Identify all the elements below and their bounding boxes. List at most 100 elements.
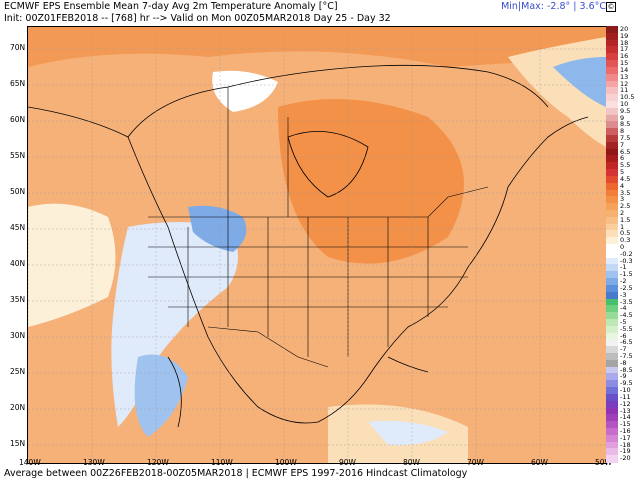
scale-swatch <box>606 26 618 34</box>
scale-label: 13 <box>620 72 629 81</box>
pacific-neutral-zone <box>28 203 116 327</box>
latitude-label: 15N <box>10 439 26 448</box>
state-lines-ew <box>148 246 468 308</box>
hudson-bay <box>287 131 369 198</box>
scale-swatch <box>606 73 618 81</box>
scale-label: -3.5 <box>620 297 633 306</box>
scale-swatch <box>606 223 618 231</box>
scale-swatch <box>606 189 618 197</box>
longitude-label: 120W <box>147 458 169 467</box>
longitude-label: 110W <box>211 458 233 467</box>
scale-swatch <box>606 291 618 299</box>
scale-label: -15 <box>620 420 631 429</box>
longitude-label: 140W <box>19 458 41 467</box>
scale-label: 0.3 <box>620 236 631 245</box>
scale-swatch <box>606 216 618 225</box>
scale-swatch <box>606 230 618 238</box>
scale-label: -20 <box>620 454 631 463</box>
scale-label: 19 <box>620 31 629 40</box>
central-warm-core <box>278 99 464 264</box>
scale-label: -0.2 <box>620 249 633 258</box>
longitude-label: 90W <box>339 458 356 467</box>
latitude-label: 55N <box>10 151 26 160</box>
scale-swatch <box>606 53 618 61</box>
scale-swatch <box>606 155 618 163</box>
scale-swatch <box>606 94 618 102</box>
longitude-label: 100W <box>275 458 297 467</box>
scale-label: -13 <box>620 406 631 415</box>
scale-swatch <box>606 346 618 354</box>
latitude-label: 45N <box>10 223 26 232</box>
scale-label: 16 <box>620 52 629 61</box>
latitude-label: 50N <box>10 187 26 196</box>
scale-swatch <box>606 66 618 75</box>
scale-swatch <box>606 121 618 129</box>
scale-label: 1 <box>620 222 625 231</box>
scale-label: -4.5 <box>620 311 633 320</box>
scale-swatch <box>606 278 618 286</box>
scale-label: -16 <box>620 426 631 435</box>
scale-swatch <box>606 380 618 388</box>
baja-coast <box>167 356 182 428</box>
scale-swatch <box>606 448 618 456</box>
scale-swatch <box>606 237 618 245</box>
scale-swatch <box>606 414 618 422</box>
latitude-label: 25N <box>10 367 26 376</box>
scale-label: 1.5 <box>620 215 631 224</box>
scale-label: -12 <box>620 399 631 408</box>
scale-label: -8 <box>620 358 627 367</box>
scale-swatch <box>606 182 618 190</box>
scale-label: 4 <box>620 181 625 190</box>
scale-label: -2 <box>620 277 627 286</box>
scale-label: 7 <box>620 140 625 149</box>
gulf-coast <box>387 356 429 373</box>
scale-label: 14 <box>620 65 629 74</box>
longitude-lines <box>28 27 541 463</box>
scale-swatch <box>606 100 618 109</box>
scale-label: -9.5 <box>620 379 633 388</box>
scale-label: 8.5 <box>620 120 631 129</box>
scale-swatch <box>606 264 618 272</box>
anomaly-map <box>27 26 607 464</box>
scale-label: 9.5 <box>620 106 631 115</box>
scale-label: -7.5 <box>620 352 633 360</box>
scale-label: 4.5 <box>620 174 631 183</box>
footer-caption: Average between 00Z26FEB2018-00Z05MAR201… <box>4 468 468 479</box>
scale-swatch <box>606 393 618 402</box>
longitude-label: 80W <box>403 458 420 467</box>
scale-swatch <box>606 427 618 436</box>
scale-label: -7 <box>620 345 627 354</box>
scale-swatch <box>606 128 618 136</box>
latitude-label: 30N <box>10 331 26 340</box>
min-max-readout: Min|Max: -2.8° | 3.6°C <box>501 1 606 12</box>
scale-swatch <box>606 169 618 177</box>
scale-swatch <box>606 32 618 41</box>
scale-label: 6 <box>620 154 625 163</box>
init-valid-line: Init: 00Z01FEB2018 -- [768] hr --> Valid… <box>4 13 391 24</box>
scale-label: 12 <box>620 79 629 88</box>
scale-swatch <box>606 196 618 204</box>
scale-label: 3.5 <box>620 188 631 197</box>
scale-swatch <box>606 162 618 170</box>
mexico-cool-patch <box>134 354 188 437</box>
scale-label: 15 <box>620 59 629 68</box>
scale-label: 18 <box>620 38 629 47</box>
longitude-label: 130W <box>83 458 105 467</box>
latitude-label: 40N <box>10 259 26 268</box>
caribbean-cool-patch <box>368 420 448 446</box>
scale-label: -10 <box>620 386 631 395</box>
scale-label: 0 <box>620 243 625 251</box>
longitude-label: 60W <box>531 458 548 467</box>
scale-label: -14 <box>620 413 631 422</box>
scale-label: 5 <box>620 168 625 177</box>
scale-label: 7.5 <box>620 134 631 142</box>
map-canvas <box>28 27 606 463</box>
scale-swatch <box>606 257 618 265</box>
scale-swatch <box>606 135 618 143</box>
scale-swatch <box>606 250 618 259</box>
color-scale <box>606 26 618 463</box>
scale-label: -5.5 <box>620 324 633 333</box>
scale-swatch <box>606 87 618 95</box>
scale-label: 3 <box>620 195 625 204</box>
map-title: ECMWF EPS Ensemble Mean 7-day Avg 2m Tem… <box>4 1 338 12</box>
